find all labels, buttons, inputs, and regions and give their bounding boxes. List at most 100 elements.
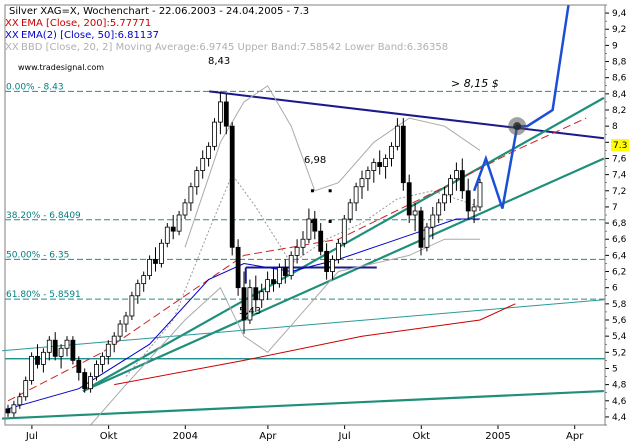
candle-body xyxy=(105,343,111,357)
y-tick-label: 7,4 xyxy=(612,171,627,181)
y-tick-label: 7,2 xyxy=(612,187,626,197)
candle-body xyxy=(58,347,64,357)
support-trendline-upper xyxy=(82,96,605,393)
candle-body xyxy=(335,242,341,260)
candle-body xyxy=(377,162,383,167)
candle-body xyxy=(347,202,353,220)
price-axis: 4,4 4,6 4,8 5 5,2 5,4 5,6 5,8 6 6,2 6,4 6,6 6,8 7 7,2 7… xyxy=(605,4,627,426)
candle-body xyxy=(94,364,99,377)
x-tick-label: Jul xyxy=(25,431,38,442)
y-tick-label: 8,6 xyxy=(612,74,627,84)
legend-bbd-prefix: XX xyxy=(5,42,19,53)
source-logo: www.tradesignal.com xyxy=(18,63,104,72)
plot-frame xyxy=(4,4,606,426)
last-value-box xyxy=(611,139,629,151)
candle-body xyxy=(200,158,206,171)
x-tick-label: Okt xyxy=(100,431,118,442)
candle-body xyxy=(330,259,335,272)
y-tick-label: 8,8 xyxy=(612,58,627,68)
y-tick-label: 6,8 xyxy=(612,219,627,229)
candle-body xyxy=(265,279,271,293)
candle-body xyxy=(453,170,459,180)
last-value-label: 7.3 xyxy=(613,141,627,151)
candle-body xyxy=(471,206,477,212)
y-tick-label: 6 xyxy=(612,284,618,294)
candle-body xyxy=(430,214,436,228)
bb-lower-band xyxy=(90,238,480,426)
y-tick-label: 4,6 xyxy=(612,397,627,407)
annotation-target: > 8,15 $ xyxy=(451,77,499,90)
legend-ema50-prefix: XX xyxy=(5,30,19,41)
candle-body xyxy=(41,351,46,365)
candle-body xyxy=(442,194,448,204)
candle-body xyxy=(100,355,105,365)
y-tick-label: 9,4 xyxy=(612,9,627,19)
x-tick-label: Apr xyxy=(566,431,584,442)
candle-body xyxy=(223,101,229,127)
y-tick-label: 6,2 xyxy=(612,268,626,278)
candle-body xyxy=(29,355,35,381)
candle-body xyxy=(117,323,123,337)
candle-body xyxy=(135,283,141,297)
y-tick-label: 6,6 xyxy=(612,235,627,245)
legend-ema200-prefix: XX xyxy=(5,18,19,29)
candle-body xyxy=(247,287,253,321)
candle-body xyxy=(424,226,430,248)
candle-body xyxy=(465,190,471,212)
candle-body xyxy=(418,210,424,248)
candle-body xyxy=(70,339,76,361)
candle-body xyxy=(206,145,212,159)
bb-upper-band xyxy=(184,85,481,248)
candle-body xyxy=(448,178,453,196)
bollinger-bands xyxy=(90,85,481,426)
y-tick-label: 7,6 xyxy=(612,154,627,164)
time-axis: Jul Okt 2004 Apr Jul Okt 2005 Apr xyxy=(25,425,584,442)
legend-bbd: BBD [Close, 20, 2] Moving Average:6.9745… xyxy=(21,42,448,53)
long-term-trendline xyxy=(2,389,604,420)
legend: Silver XAG=X, Wochenchart - 22.06.2003 -… xyxy=(5,6,448,72)
ema200-line xyxy=(114,303,516,386)
annotation-marker xyxy=(328,189,332,193)
candle-body xyxy=(294,246,300,256)
candle-body xyxy=(46,339,52,353)
candle-body xyxy=(182,202,188,216)
candle-body xyxy=(5,408,11,414)
candle-body xyxy=(188,186,194,204)
candle-body xyxy=(141,275,147,285)
candle-body xyxy=(241,287,247,321)
y-tick-label: 9 xyxy=(612,41,618,51)
candle-body xyxy=(341,218,347,244)
y-tick-label: 8,2 xyxy=(612,106,626,116)
channel-line xyxy=(2,299,604,352)
legend-ema200: EMA [Close, 200]:5.77771 xyxy=(21,18,151,29)
candle-body xyxy=(194,170,200,188)
candle-body xyxy=(477,182,483,208)
candle-body xyxy=(459,170,465,192)
bb-moving-average xyxy=(125,173,481,377)
candle-body xyxy=(412,210,418,216)
candle-body xyxy=(235,246,241,289)
projection-path xyxy=(472,4,570,209)
candle-body xyxy=(253,287,259,301)
candle-body xyxy=(212,121,217,147)
annotation-marker xyxy=(310,219,314,223)
candles xyxy=(5,91,483,417)
candle-body xyxy=(365,170,371,180)
candle-body xyxy=(389,145,394,159)
annotation-peak: 8,43 xyxy=(208,56,230,67)
fib-label: 50.00% - 6.35 xyxy=(6,250,69,260)
candle-body xyxy=(88,376,93,390)
y-tick-label: 7 xyxy=(612,203,618,213)
candle-body xyxy=(164,226,170,244)
candle-body xyxy=(82,372,88,390)
candle-body xyxy=(11,404,17,414)
fib-label: 0.00% - 8.43 xyxy=(6,82,64,92)
candle-body xyxy=(147,259,153,276)
y-tick-label: 5,6 xyxy=(612,316,627,326)
candle-body xyxy=(153,259,158,264)
candle-body xyxy=(371,162,377,171)
fib-label: 61.80% - 5.8591 xyxy=(6,290,81,300)
candle-body xyxy=(52,339,58,357)
candle-body xyxy=(123,315,129,325)
